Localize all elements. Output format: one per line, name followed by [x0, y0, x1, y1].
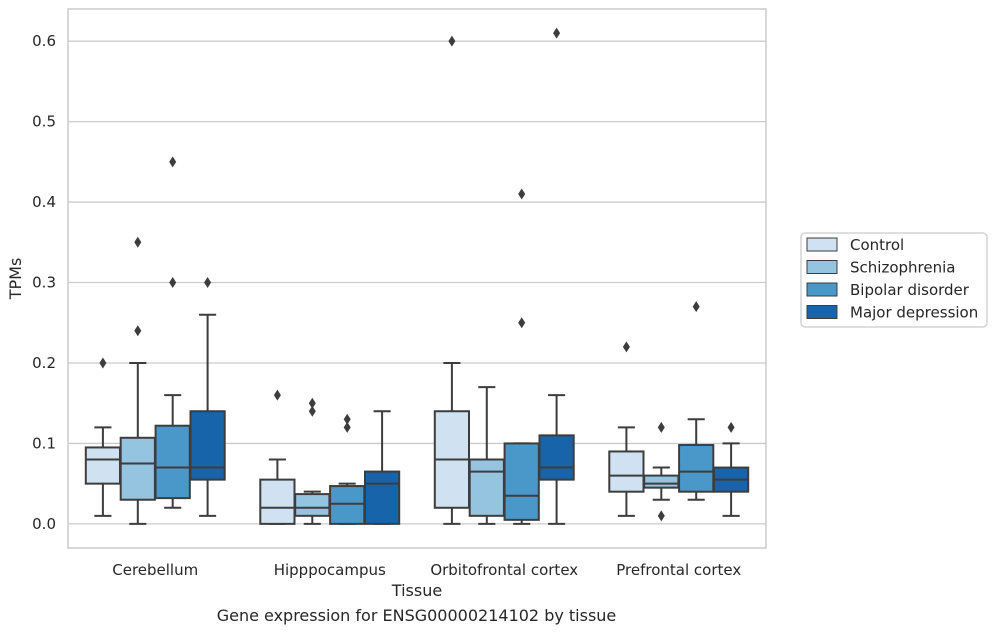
box-body — [643, 474, 680, 489]
box-3-2 — [678, 301, 715, 501]
y-tick-label: 0.3 — [32, 274, 56, 292]
outlier-point — [657, 421, 665, 433]
box-3-1 — [643, 421, 680, 522]
outlier-point — [169, 156, 177, 168]
outlier-point — [204, 277, 212, 289]
legend-label: Bipolar disorder — [850, 281, 970, 299]
plot-frame — [67, 8, 767, 549]
outlier-point — [622, 341, 630, 353]
box-3-3 — [712, 421, 750, 517]
x-tick-label: Hipppocampus — [274, 561, 386, 579]
box-2-0 — [433, 35, 471, 525]
box-body — [538, 434, 575, 481]
box-0-2 — [154, 156, 191, 509]
y-tick-labels: 0.0 0.1 0.2 0.3 0.4 0.5 0.6 — [32, 32, 56, 533]
outlier-point — [308, 405, 316, 417]
box-body — [154, 424, 191, 500]
box-body — [503, 442, 540, 521]
outlier-point — [518, 188, 526, 200]
box-body — [259, 478, 296, 525]
legend-swatch — [806, 305, 838, 319]
box-body — [608, 450, 645, 493]
outlier-point — [448, 35, 456, 47]
outlier-point — [553, 27, 561, 39]
legend-swatch — [806, 237, 838, 252]
outlier-point — [134, 236, 142, 248]
box-2-1 — [468, 386, 505, 525]
x-tick-labels: Cerebellum Hipppocampus Orbitofrontal cort… — [112, 561, 741, 579]
box-3-0 — [608, 341, 645, 517]
box-body — [678, 444, 715, 493]
legend-label: Control — [850, 236, 904, 254]
outlier-point — [169, 277, 177, 289]
box-1-2 — [329, 413, 366, 525]
outlier-point — [518, 317, 526, 329]
legend-label: Schizophrenia — [850, 259, 955, 277]
y-tick-label: 0.5 — [32, 113, 56, 131]
box-body — [189, 410, 226, 481]
y-tick-label: 0.0 — [32, 515, 56, 533]
figure-caption: Gene expression for ENSG00000214102 by t… — [216, 606, 617, 625]
outlier-point — [308, 397, 316, 409]
x-axis-title: Tissue — [391, 581, 442, 600]
y-tick-label: 0.6 — [32, 32, 56, 50]
outlier-point — [134, 325, 142, 337]
box-0-0 — [84, 357, 122, 517]
box-0-1 — [119, 236, 156, 525]
box-body — [294, 493, 331, 517]
legend-swatch — [806, 260, 838, 274]
box-body — [363, 470, 401, 525]
y-tick-label: 0.4 — [32, 193, 56, 211]
box-1-3 — [363, 410, 401, 525]
legend: Control Schizophrenia Bipolar disorder Majo… — [800, 232, 988, 328]
outlier-point — [727, 421, 735, 433]
box-body — [329, 485, 366, 525]
boxes-layer — [84, 27, 750, 525]
x-tick-label: Orbitofrontal cortex — [430, 561, 578, 579]
legend-frame — [800, 232, 988, 328]
x-tick-label: Cerebellum — [112, 561, 198, 579]
y-axis-title: TPMs — [6, 258, 25, 301]
legend-swatch — [806, 282, 838, 297]
box-body — [119, 436, 156, 501]
outlier-point — [273, 389, 281, 401]
outlier-point — [99, 357, 107, 369]
box-1-1 — [294, 397, 331, 525]
box-1-0 — [259, 389, 296, 525]
outlier-point — [343, 421, 351, 433]
box-2-2 — [503, 188, 540, 525]
box-body — [84, 446, 122, 485]
box-2-3 — [538, 27, 575, 525]
legend-label: Major depression — [850, 304, 978, 322]
y-tick-label: 0.2 — [32, 354, 56, 372]
outlier-point — [692, 301, 700, 313]
x-tick-label: Prefrontal cortex — [616, 561, 741, 579]
box-0-3 — [189, 277, 226, 517]
outlier-point — [657, 510, 665, 522]
y-tick-label: 0.1 — [32, 434, 56, 452]
outlier-point — [343, 413, 351, 425]
box-body — [468, 458, 505, 517]
